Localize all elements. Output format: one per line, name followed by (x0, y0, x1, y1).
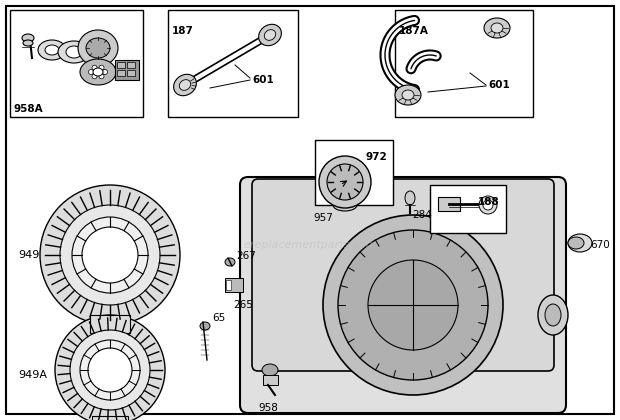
Circle shape (368, 260, 458, 350)
Bar (92, 416, 128, 420)
Ellipse shape (568, 237, 584, 249)
Ellipse shape (479, 196, 497, 214)
Ellipse shape (568, 234, 592, 252)
Circle shape (70, 330, 150, 410)
Bar (438, 197, 460, 211)
Ellipse shape (80, 59, 116, 85)
Circle shape (80, 340, 140, 400)
Text: 958: 958 (258, 403, 278, 413)
Ellipse shape (174, 74, 197, 96)
Ellipse shape (93, 68, 103, 76)
Bar (127, 62, 135, 68)
Bar (333, 175, 357, 205)
Ellipse shape (259, 24, 281, 46)
Circle shape (55, 315, 165, 420)
Bar (226, 280, 231, 290)
Text: 949A: 949A (18, 370, 47, 380)
Ellipse shape (262, 364, 278, 376)
Text: 957: 957 (313, 213, 333, 223)
Circle shape (92, 65, 97, 70)
FancyBboxPatch shape (240, 177, 566, 413)
Text: 284: 284 (412, 210, 432, 220)
Bar (117, 62, 125, 68)
Ellipse shape (484, 18, 510, 38)
Ellipse shape (483, 200, 493, 210)
Ellipse shape (264, 30, 276, 40)
Ellipse shape (200, 322, 210, 330)
Bar (117, 70, 125, 76)
Circle shape (338, 230, 488, 380)
Circle shape (72, 217, 148, 293)
Ellipse shape (66, 46, 82, 58)
Text: 65: 65 (212, 313, 225, 323)
Ellipse shape (45, 45, 59, 55)
Circle shape (88, 348, 132, 392)
Ellipse shape (58, 41, 90, 63)
Bar (430, 185, 506, 233)
Ellipse shape (333, 169, 357, 181)
Circle shape (327, 164, 363, 200)
Text: 187: 187 (172, 26, 194, 36)
Bar (127, 70, 135, 76)
Text: 188: 188 (478, 197, 500, 207)
Ellipse shape (405, 191, 415, 205)
Bar (168, 10, 298, 117)
Circle shape (82, 227, 138, 283)
Text: 972: 972 (365, 152, 387, 162)
Text: 267: 267 (236, 251, 256, 261)
Circle shape (99, 65, 104, 70)
FancyBboxPatch shape (252, 179, 554, 371)
Ellipse shape (78, 30, 118, 66)
Text: 601: 601 (488, 80, 510, 90)
Bar (10, 10, 143, 117)
Ellipse shape (395, 85, 421, 105)
Ellipse shape (538, 295, 568, 335)
Circle shape (99, 74, 104, 79)
Bar (225, 278, 243, 292)
Ellipse shape (179, 80, 191, 90)
Circle shape (319, 156, 371, 208)
Ellipse shape (545, 304, 561, 326)
Bar (395, 10, 533, 117)
Text: 601: 601 (252, 75, 274, 85)
Circle shape (323, 215, 503, 395)
Bar (570, 238, 584, 248)
Bar (263, 375, 278, 385)
Bar (90, 315, 130, 333)
Ellipse shape (23, 40, 33, 46)
Text: 265: 265 (233, 300, 253, 310)
Ellipse shape (491, 23, 503, 33)
Ellipse shape (86, 38, 110, 58)
Ellipse shape (22, 34, 34, 42)
Circle shape (102, 69, 107, 74)
Circle shape (92, 74, 97, 79)
Text: ereplacementparts.com: ereplacementparts.com (243, 240, 377, 250)
Circle shape (89, 69, 94, 74)
Bar (115, 60, 139, 80)
Ellipse shape (402, 90, 414, 100)
Text: 958A: 958A (13, 104, 43, 114)
Bar (315, 140, 393, 205)
Ellipse shape (333, 199, 357, 211)
Text: 949: 949 (18, 250, 40, 260)
Ellipse shape (38, 40, 66, 60)
Text: 187A: 187A (399, 26, 429, 36)
Circle shape (60, 205, 160, 305)
Ellipse shape (225, 258, 235, 266)
Text: 670: 670 (590, 240, 609, 250)
Circle shape (40, 185, 180, 325)
